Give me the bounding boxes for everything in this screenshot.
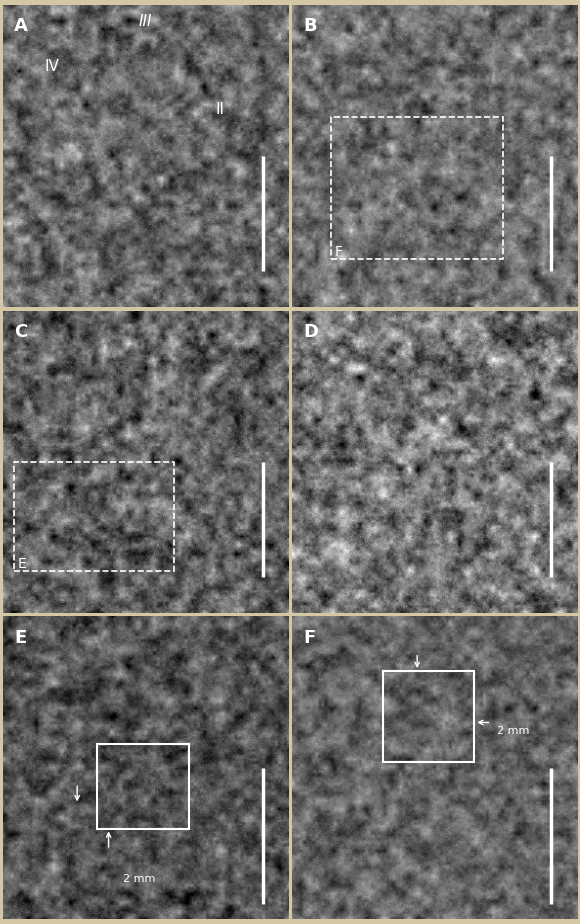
Bar <box>97 744 188 829</box>
Text: F: F <box>303 628 315 647</box>
Text: E: E <box>14 628 27 647</box>
Text: IV: IV <box>44 59 59 74</box>
Text: B: B <box>303 17 317 35</box>
Text: 2 mm: 2 mm <box>123 874 155 884</box>
Text: D: D <box>303 322 318 341</box>
Bar <box>14 462 174 571</box>
Text: III: III <box>139 14 153 29</box>
Text: E: E <box>17 557 26 571</box>
Text: II: II <box>215 102 224 116</box>
Bar <box>383 671 474 762</box>
Text: A: A <box>14 17 28 35</box>
Text: F: F <box>334 245 342 259</box>
Bar <box>332 116 503 259</box>
Text: C: C <box>14 322 28 341</box>
Text: 2 mm: 2 mm <box>497 725 530 736</box>
